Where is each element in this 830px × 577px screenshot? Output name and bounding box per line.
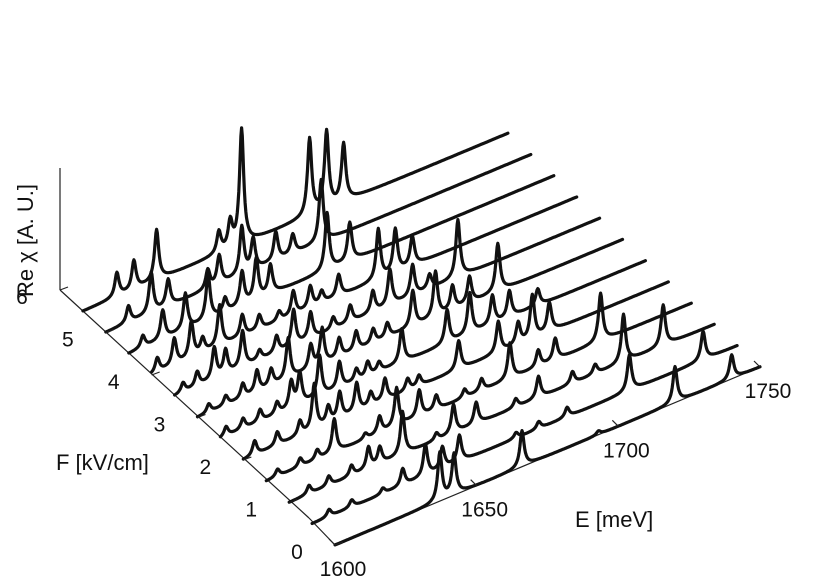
y-tick-label-0: 0 xyxy=(291,541,303,564)
y-tick-label-1: 1 xyxy=(245,499,257,522)
y-tick-label-3: 3 xyxy=(154,414,166,437)
x-axis-label: E [meV] xyxy=(575,507,653,532)
y-tick-3 xyxy=(197,413,206,419)
trace-field-3-5 xyxy=(173,216,602,397)
y-tick-label-5: 5 xyxy=(62,329,74,352)
traces xyxy=(81,126,762,547)
trace-field-0 xyxy=(333,353,762,547)
trace-field-3 xyxy=(195,237,625,419)
y-axis-label: F [kV/cm] xyxy=(56,450,149,475)
y-tick-2 xyxy=(243,456,252,461)
field-axis-line xyxy=(59,289,310,519)
y-tick-label-4: 4 xyxy=(108,371,120,394)
y-tick-label-6: 6 xyxy=(16,286,28,309)
trace-field-0-5 xyxy=(310,329,739,526)
x-tick-1750 xyxy=(753,360,761,368)
x-tick-1700 xyxy=(611,419,619,427)
ticks: 1600 1650 1700 1750 0 1 2 3 4 5 6 xyxy=(16,286,791,577)
y-tick-0 xyxy=(334,541,344,546)
x-tick-label-1750: 1750 xyxy=(745,380,792,403)
trace-field-1 xyxy=(287,303,716,504)
y-tick-6 xyxy=(59,286,69,291)
y-tick-1 xyxy=(288,498,298,504)
trace-field-5 xyxy=(104,152,533,334)
x-tick-label-1700: 1700 xyxy=(603,439,650,462)
x-tick-1650 xyxy=(470,479,478,487)
z-axis-label: Re χ [A. U.] xyxy=(13,184,38,297)
trace-field-4 xyxy=(150,195,579,374)
x-tick-label-1650: 1650 xyxy=(461,499,508,522)
labels: E [meV] F [kV/cm] Re χ [A. U.] xyxy=(13,184,653,532)
trace-field-2-5 xyxy=(218,259,647,439)
x-tick-1600 xyxy=(328,538,336,546)
trace-field-5-5 xyxy=(81,126,510,313)
y-tick-4 xyxy=(151,371,160,376)
y-tick-5 xyxy=(105,328,115,334)
trace-field-4-5 xyxy=(127,174,556,355)
x-tick-label-1600: 1600 xyxy=(320,558,367,577)
y-tick-label-2: 2 xyxy=(199,456,211,479)
